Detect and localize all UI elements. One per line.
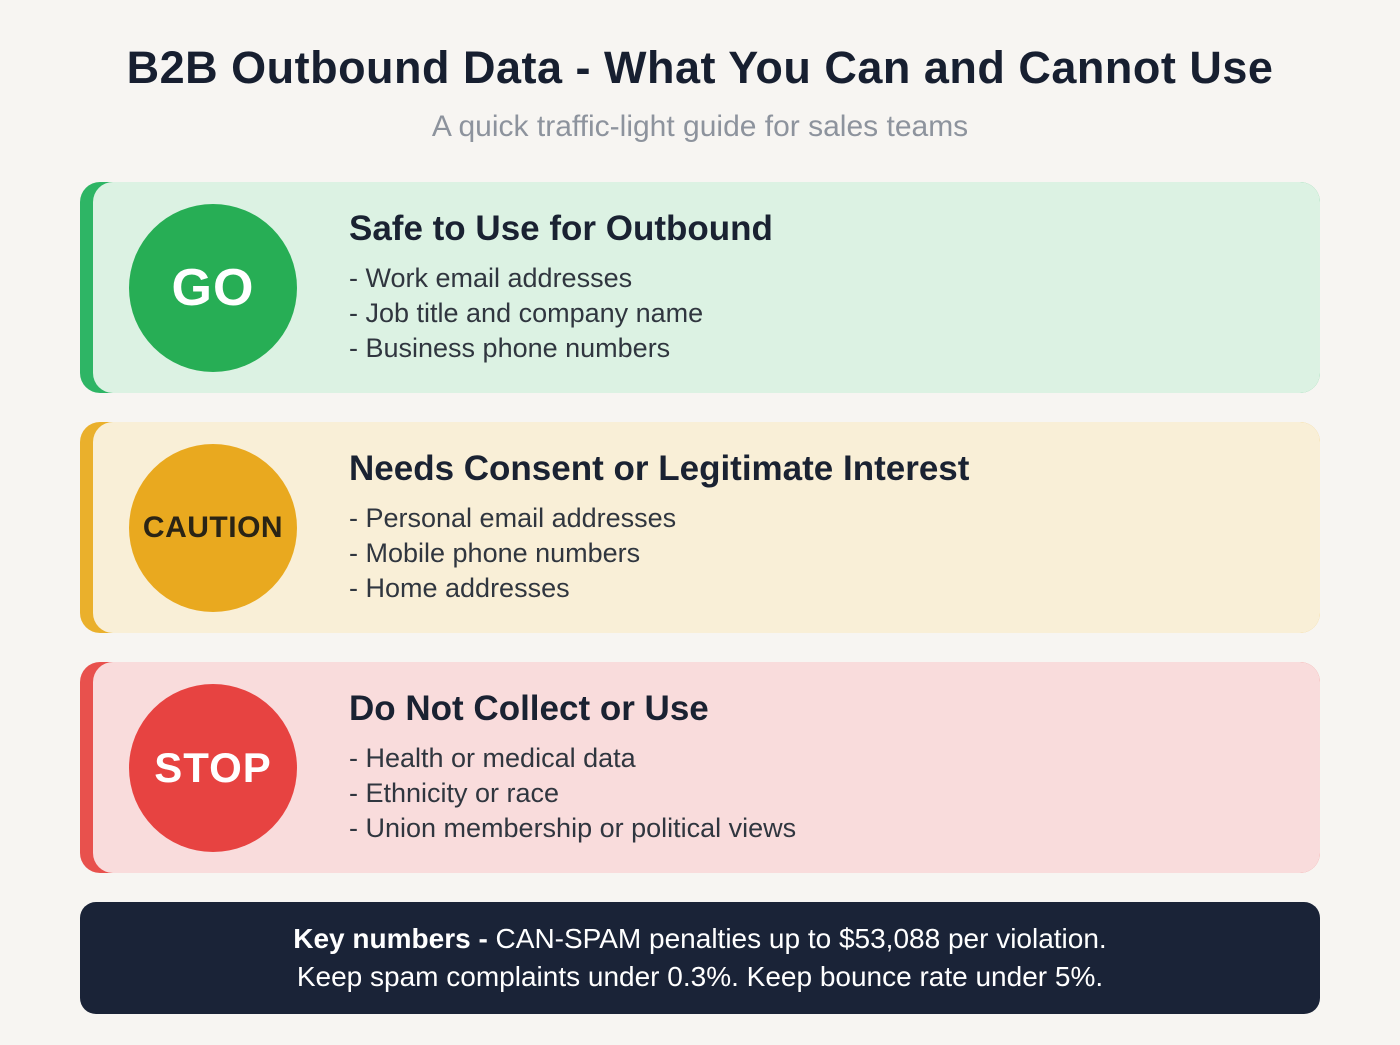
key-numbers-line2: Keep spam complaints under 0.3%. Keep bo… xyxy=(296,961,1104,992)
page-subtitle: A quick traffic-light guide for sales te… xyxy=(431,110,969,143)
key-numbers-line1: Key numbers - CAN-SPAM penalties up to $… xyxy=(293,920,1106,958)
card-stop-heading: Do Not Collect or Use xyxy=(349,688,709,728)
card-caution-heading: Needs Consent or Legitimate Interest xyxy=(349,448,970,488)
list-item: - Health or medical data xyxy=(349,742,636,773)
card-go: GO Safe to Use for Outbound - Work email… xyxy=(80,182,1320,393)
key-numbers-label: Key numbers - xyxy=(293,923,488,955)
stop-badge-icon: STOP xyxy=(129,683,297,852)
list-item: - Work email addresses xyxy=(349,262,633,293)
go-badge-icon: GO xyxy=(129,203,297,372)
card-stop-body: STOP Do Not Collect or Use - Health or m… xyxy=(93,662,1320,873)
list-item: - Mobile phone numbers xyxy=(349,537,641,568)
list-item: - Business phone numbers xyxy=(349,333,671,364)
card-go-heading: Safe to Use for Outbound xyxy=(349,208,773,248)
card-stop: STOP Do Not Collect or Use - Health or m… xyxy=(80,662,1320,873)
list-item: - Personal email addresses xyxy=(349,502,677,533)
card-caution-content: Needs Consent or Legitimate Interest - P… xyxy=(349,449,999,606)
traffic-light-cards: GO Safe to Use for Outbound - Work email… xyxy=(80,182,1320,873)
caution-badge-icon: CAUTION xyxy=(129,443,297,612)
card-go-content: Safe to Use for Outbound - Work email ad… xyxy=(349,209,803,366)
list-item: - Home addresses xyxy=(349,573,570,604)
card-stop-content: Do Not Collect or Use - Health or medica… xyxy=(349,689,826,846)
card-go-body: GO Safe to Use for Outbound - Work email… xyxy=(93,182,1320,393)
key-numbers-text: CAN-SPAM penalties up to $53,088 per vio… xyxy=(487,923,1107,955)
key-numbers-banner: Key numbers - CAN-SPAM penalties up to $… xyxy=(80,902,1320,1014)
card-caution-body: CAUTION Needs Consent or Legitimate Inte… xyxy=(93,422,1320,633)
list-item: - Union membership or political views xyxy=(349,813,797,844)
card-caution: CAUTION Needs Consent or Legitimate Inte… xyxy=(80,422,1320,633)
page-title: B2B Outbound Data - What You Can and Can… xyxy=(126,42,1274,93)
list-item: - Ethnicity or race xyxy=(349,777,560,808)
list-item: - Job title and company name xyxy=(349,297,704,328)
